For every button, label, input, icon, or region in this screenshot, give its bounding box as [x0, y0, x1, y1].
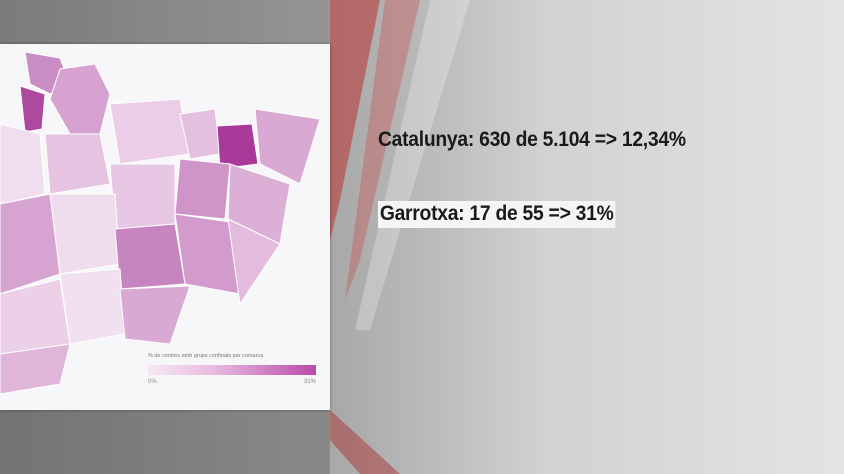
region — [114, 223, 186, 290]
map-legend: % de centres amb grups confinats per com… — [148, 353, 316, 385]
region — [19, 85, 46, 133]
region — [216, 123, 259, 170]
region — [49, 193, 121, 275]
garrotxa-stat: Garrotxa: 17 de 55 => 31% — [378, 201, 616, 228]
region — [174, 158, 231, 220]
region — [254, 108, 321, 185]
legend-min: 0% — [148, 379, 157, 385]
legend-title: % de centres amb grups confinats per com… — [148, 353, 264, 359]
catalunya-stat: Catalunya: 630 de 5.104 => 12,34% — [378, 128, 686, 151]
map-panel: % de centres amb grups confinats per com… — [0, 44, 330, 410]
region — [0, 193, 61, 295]
region — [109, 163, 176, 230]
region — [109, 98, 191, 165]
region — [44, 133, 111, 195]
region — [59, 268, 126, 345]
catalonia-map — [0, 51, 321, 395]
region — [119, 285, 191, 345]
region — [0, 123, 46, 205]
region — [0, 343, 71, 395]
legend-max: 31% — [303, 379, 316, 385]
region — [49, 63, 111, 135]
region — [227, 218, 281, 306]
legend-color-scale — [148, 365, 316, 375]
